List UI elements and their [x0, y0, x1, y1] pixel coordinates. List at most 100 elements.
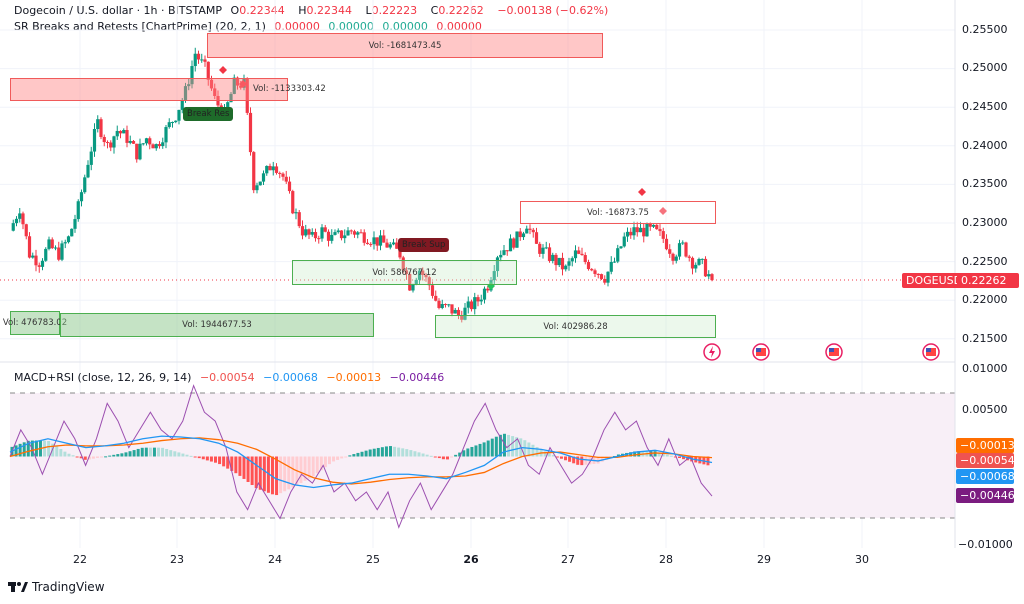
candle [525, 225, 529, 234]
candle [518, 228, 522, 241]
candle-body [190, 66, 194, 85]
date-axis-label: 23 [170, 553, 184, 566]
candle-body [674, 256, 678, 261]
histogram-bar [470, 446, 474, 457]
histogram-bar [246, 456, 250, 482]
candle-body [492, 271, 496, 281]
candle-body [473, 297, 477, 310]
break-resistance-label: Break Res [183, 107, 234, 121]
break-support-label: Break Sup [398, 238, 450, 252]
histogram-bar [161, 447, 165, 457]
candle-body [421, 270, 425, 276]
candle-body [450, 304, 454, 314]
candle [300, 220, 305, 240]
candle-body [86, 164, 90, 178]
us-flag-event-icon[interactable] [922, 343, 940, 361]
candle [707, 270, 711, 279]
candle [21, 211, 25, 230]
candle [453, 307, 457, 314]
candle [281, 172, 285, 181]
histogram-bar [604, 456, 608, 460]
candle [586, 259, 591, 271]
us-flag-event-icon[interactable] [752, 343, 770, 361]
candle-body [271, 166, 275, 171]
date-axis-label: 25 [366, 553, 380, 566]
candle-body [629, 231, 633, 236]
candle-body [365, 242, 370, 245]
candle [534, 227, 539, 244]
candle-body [564, 265, 568, 270]
candle-body [596, 273, 600, 275]
candle [538, 241, 542, 257]
histogram-bar [380, 447, 384, 457]
candle-body [232, 77, 236, 94]
high-label: H [298, 4, 307, 17]
histogram-bar [100, 456, 104, 458]
candle-body [18, 213, 22, 219]
candle [278, 171, 282, 179]
histogram-bar [59, 448, 63, 457]
candle [612, 257, 617, 263]
candle-body [200, 59, 204, 61]
candle-body [183, 86, 188, 101]
candle [681, 240, 685, 245]
candle [102, 134, 106, 147]
candle-body [580, 253, 584, 256]
candle-body [177, 109, 181, 121]
candle [697, 257, 701, 266]
candle-body [102, 136, 106, 143]
candle-body [538, 243, 542, 254]
tradingview-logo[interactable]: TradingView [8, 580, 105, 594]
histogram-bar [502, 433, 506, 457]
candle-body [378, 235, 383, 246]
candle [112, 135, 116, 154]
candle [79, 189, 84, 207]
candle [274, 163, 279, 175]
macd-rsi-legend[interactable]: MACD+RSI (close, 12, 26, 9, 14) −0.00054… [14, 371, 449, 384]
histogram-bar [669, 455, 673, 457]
candle-body [664, 238, 669, 250]
candle-body [333, 232, 337, 235]
histogram-bar [344, 456, 348, 458]
candle [177, 109, 181, 125]
candle [619, 245, 623, 249]
candle-body [21, 213, 25, 225]
candle-body [534, 232, 539, 244]
candle [287, 176, 292, 194]
histogram-bar [266, 456, 270, 493]
candle [625, 227, 630, 242]
us-flag-event-icon[interactable] [825, 343, 843, 361]
candle [687, 254, 691, 262]
macd-axis-label: 0.00500 [962, 403, 1008, 416]
candle [573, 245, 578, 263]
histogram-bar [376, 447, 380, 457]
candle-body [651, 224, 656, 227]
lightning-event-icon[interactable] [703, 343, 721, 361]
zone-volume-label: Vol: -16873.75 [587, 207, 649, 218]
histogram-bar [299, 456, 303, 484]
candle-body [590, 269, 594, 271]
ohlc-high: H0.22344 [298, 4, 357, 17]
candle [346, 227, 350, 236]
candle [655, 224, 659, 230]
candle [492, 265, 496, 285]
candle-body [456, 309, 461, 316]
candle-body [47, 239, 51, 249]
candle-body [661, 231, 665, 239]
candle [304, 224, 308, 238]
candle-body [466, 301, 470, 308]
candle-body [31, 255, 35, 258]
candle-body [281, 173, 285, 177]
candle-body [115, 130, 119, 137]
candle-body [645, 223, 649, 237]
candle-body [265, 165, 269, 174]
histogram-bar [34, 440, 38, 457]
candle [577, 246, 581, 255]
histogram-bar [254, 456, 258, 489]
candle [141, 142, 145, 146]
candle [183, 82, 188, 103]
candle [170, 121, 175, 128]
histogram-bar [364, 450, 368, 457]
candle-body [83, 177, 87, 193]
